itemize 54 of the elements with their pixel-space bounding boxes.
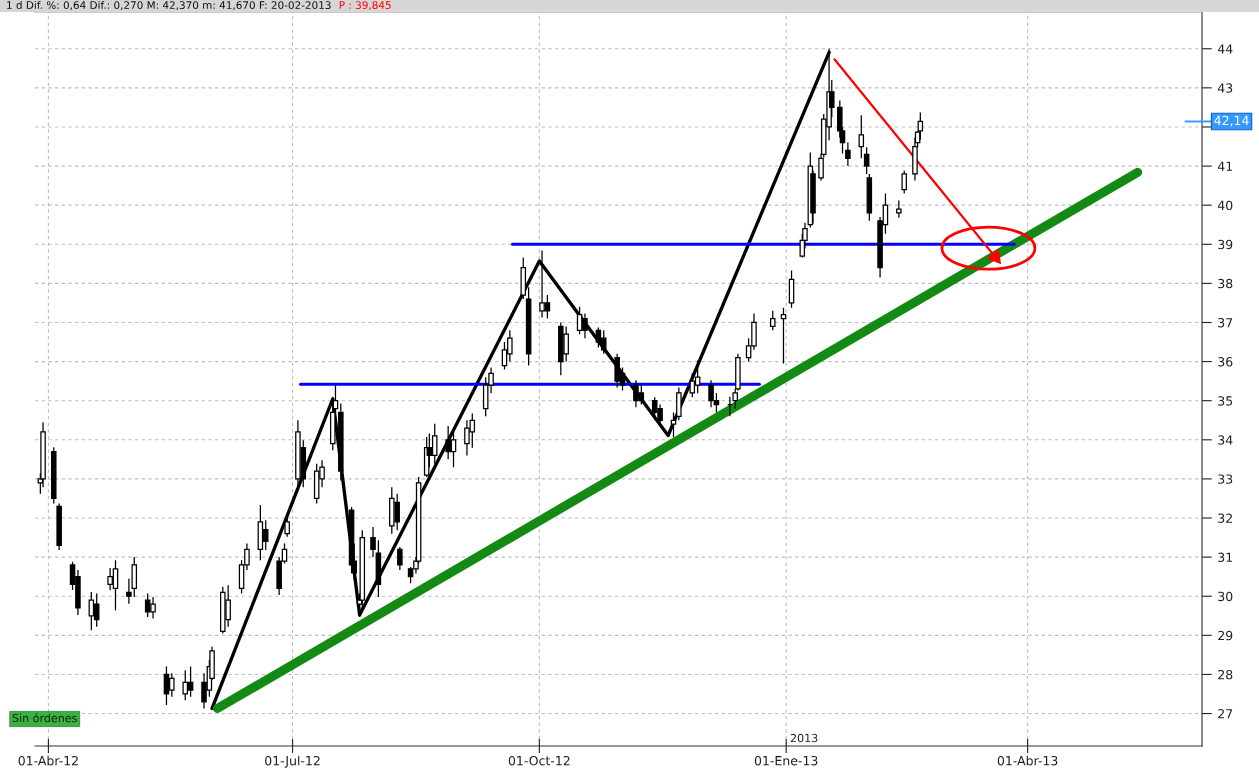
- y-tick-label: 40: [1217, 200, 1233, 211]
- y-tick-label: 36: [1218, 357, 1233, 367]
- y-tick-label: 29: [1218, 630, 1233, 641]
- x-tick-label: 01-Oct-12: [508, 755, 570, 766]
- y-tick-label: 34: [1218, 435, 1233, 445]
- candlestick: [727, 396, 733, 417]
- candlestick: [284, 516, 290, 538]
- y-tick-label: 27: [1218, 709, 1233, 719]
- annotation: Sin órdenes: [12, 713, 77, 723]
- ref-line-label: 42,14: [1214, 115, 1249, 127]
- candlestick: [182, 669, 189, 701]
- y-tick-label: 30: [1218, 591, 1233, 602]
- y-tick-label: 41: [1217, 161, 1233, 171]
- candlestick: [788, 269, 795, 309]
- candlestick: [431, 423, 438, 465]
- candlestick: [866, 173, 873, 222]
- candlestick: [88, 591, 95, 631]
- candlestick: [676, 386, 682, 421]
- candlestick: [600, 329, 607, 355]
- x-tick-label: 01-Abr-12: [18, 755, 78, 766]
- candlestick: [525, 286, 532, 367]
- y-tick-label: 44: [1217, 44, 1233, 54]
- chart-subtitle: P : 39,845: [339, 1, 391, 11]
- x-tick-label: 01-Jul-12: [265, 755, 320, 768]
- annotation: 2013: [790, 733, 818, 743]
- y-tick-label: 38: [1218, 278, 1233, 289]
- y-tick-label: 37: [1218, 317, 1233, 328]
- y-tick-label: 32: [1218, 513, 1232, 523]
- candlestick: [520, 256, 527, 300]
- candlestick: [338, 402, 344, 482]
- candlestick: [93, 592, 100, 628]
- candlestick: [375, 539, 382, 598]
- candlestick: [896, 199, 902, 219]
- candlestick: [901, 169, 907, 195]
- y-tick-label: 39: [1218, 239, 1233, 250]
- candlestick: [56, 502, 62, 551]
- y-tick-label: 33: [1218, 474, 1233, 484]
- line-series: [210, 50, 831, 711]
- candlestick: [370, 526, 376, 558]
- x-tick-label: 01-Ene-13: [754, 755, 818, 766]
- candlestick: [845, 141, 851, 167]
- candlestick: [769, 310, 776, 331]
- candlestick: [397, 546, 403, 571]
- y-tick-label: 28: [1218, 669, 1233, 680]
- y-tick-label: 31: [1218, 552, 1233, 563]
- y-tick-label: 35: [1218, 396, 1233, 406]
- candlestick: [858, 114, 865, 159]
- candlestick: [863, 146, 870, 175]
- y-tick-label: 43: [1217, 83, 1233, 93]
- chart-title: 1 d Dif. %: 0,64 Dif.: 0,270 M: 42,370 m: 41,670 F: 20-02-2013: [7, 0, 331, 11]
- x-tick-label: 01-Abr-13: [997, 755, 1058, 766]
- candlestick: [780, 307, 787, 365]
- candlestick: [51, 446, 57, 505]
- candlestick: [670, 411, 677, 438]
